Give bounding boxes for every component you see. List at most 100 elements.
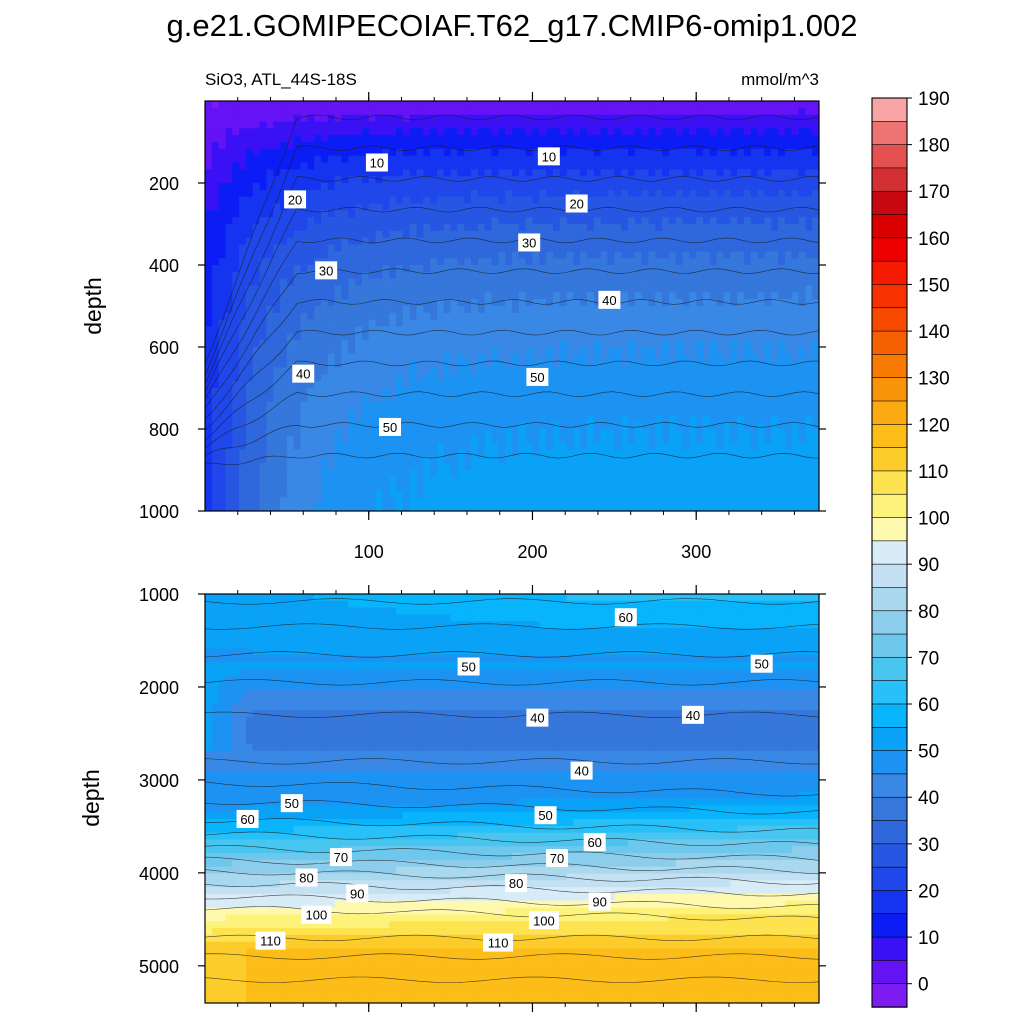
- colorbar-swatch: [871, 517, 908, 542]
- contour-label-text: 110: [260, 934, 281, 949]
- contour-label-box: [518, 233, 541, 252]
- contour-label: 100: [528, 911, 559, 930]
- contour-label-text: 50: [538, 808, 552, 823]
- contour-label-text: 40: [296, 367, 310, 382]
- contour-label: 70: [546, 848, 569, 867]
- contour-label-box: [534, 806, 557, 825]
- contour-label-text: 20: [288, 192, 302, 207]
- bottom-panel-contour-fill: [205, 594, 819, 1003]
- colorbar-swatch: [871, 214, 908, 239]
- colorbar-swatch: [871, 307, 908, 332]
- contour-label-text: 100: [533, 913, 555, 928]
- colorbar-swatch: [871, 447, 908, 472]
- ytick-label: 600: [149, 338, 179, 358]
- colorbar-tick-label: 50: [918, 742, 939, 763]
- contour-label: 40: [526, 708, 549, 727]
- contour-label-box: [570, 761, 593, 780]
- contour-label: 80: [295, 868, 318, 887]
- contour-label-box: [457, 657, 480, 676]
- ytick-label: 3000: [139, 771, 179, 791]
- contour-label: 60: [236, 809, 259, 828]
- contour-label-box: [301, 905, 332, 924]
- contour-label-text: 10: [370, 156, 384, 171]
- chart-title: g.e21.GOMIPECOIAF.T62_g17.CMIP6-omip1.00…: [167, 8, 858, 43]
- contour-label: 80: [505, 874, 528, 893]
- colorbar-swatch: [871, 470, 908, 495]
- colorbar-swatch: [871, 354, 908, 379]
- colorbar-swatch: [871, 121, 908, 146]
- colorbar-swatch: [871, 610, 908, 635]
- colorbar-tick-label: 60: [918, 695, 939, 716]
- contour-label-text: 90: [592, 895, 606, 910]
- colorbar-swatch: [871, 703, 908, 729]
- contour-label-box: [583, 833, 606, 852]
- top-panel-ylabel: depth: [80, 277, 106, 335]
- contour-label-text: 50: [530, 370, 544, 385]
- colorbar-swatch: [871, 190, 908, 216]
- top-panel-frame: [204, 100, 820, 512]
- contour-label-box: [614, 608, 637, 627]
- contour-label: 40: [570, 761, 593, 780]
- contour-label-box: [526, 708, 549, 727]
- contour-label-text: 40: [602, 293, 616, 308]
- contour-label-text: 50: [285, 796, 299, 811]
- colorbar-swatch: [871, 657, 908, 682]
- contour-label-text: 70: [550, 851, 564, 866]
- colorbar-swatch: [871, 540, 908, 565]
- colorbar-tick-label: 160: [918, 229, 950, 250]
- top-panel-contour-fill: [205, 101, 819, 511]
- colorbar-swatch: [871, 727, 908, 752]
- colorbar-tick-label: 30: [918, 835, 939, 856]
- colorbar-tick-label: 110: [918, 462, 948, 483]
- colorbar-swatch: [871, 773, 908, 798]
- colorbar-tick-label: 70: [918, 648, 939, 669]
- colorbar-swatch: [871, 400, 908, 426]
- contour-label-box: [346, 884, 369, 903]
- contour-label-text: 30: [522, 235, 536, 250]
- colorbar-swatch: [871, 843, 908, 868]
- colorbar-tick-label: 20: [918, 881, 939, 902]
- ytick-label: 2000: [139, 678, 179, 698]
- contour-label: 100: [301, 905, 332, 924]
- xtick-label: 300: [681, 542, 711, 562]
- contour-label-text: 80: [509, 876, 523, 891]
- contour-label: 20: [565, 194, 588, 213]
- contour-label-text: 40: [574, 764, 588, 779]
- contour-label-box: [280, 794, 303, 813]
- colorbar-tick-label: 180: [918, 136, 950, 157]
- contour-label: 40: [681, 705, 704, 724]
- colorbar-swatch: [871, 493, 908, 519]
- colorbar-tick-label: 90: [918, 555, 939, 576]
- contour-label-box: [565, 194, 588, 213]
- contour-label-box: [750, 654, 773, 673]
- colorbar-swatch: [871, 377, 908, 402]
- contour-label-box: [284, 190, 307, 209]
- contour-label: 40: [292, 364, 315, 383]
- top-panel-contour-labels: 10 10 20 20 30 30 40 40 50 50: [284, 147, 621, 436]
- contour-label-box: [315, 261, 338, 280]
- colorbar-tick-label: 0: [918, 975, 929, 996]
- colorbar-swatch: [871, 913, 908, 938]
- contour-label-text: 80: [299, 871, 313, 886]
- contour-label-box: [292, 364, 315, 383]
- colorbar-swatch: [871, 144, 908, 169]
- colorbar-swatch: [871, 680, 908, 705]
- colorbar-tick-label: 40: [918, 788, 939, 809]
- contour-label-box: [598, 290, 621, 309]
- ytick-label: 1000: [139, 502, 179, 522]
- chart-subtitle-units: mmol/m^3: [741, 70, 819, 89]
- contour-label-box: [681, 705, 704, 724]
- contour-label: 110: [483, 933, 514, 952]
- colorbar-tick-label: 100: [918, 509, 950, 530]
- contour-label-box: [365, 153, 388, 172]
- top-panel-ticks: 200 400 600 800 1000 100 200 300: [139, 92, 826, 562]
- contour-label-text: 70: [334, 850, 348, 865]
- colorbar-swatch: [871, 820, 908, 845]
- contour-label-box: [526, 367, 549, 386]
- colorbar-swatch: [871, 587, 908, 612]
- contour-label-text: 100: [305, 908, 327, 923]
- colorbar-tick-label: 10: [918, 928, 939, 949]
- colorbar-swatch: [871, 330, 908, 356]
- contour-label: 50: [280, 794, 303, 813]
- contour-label: 60: [614, 608, 637, 627]
